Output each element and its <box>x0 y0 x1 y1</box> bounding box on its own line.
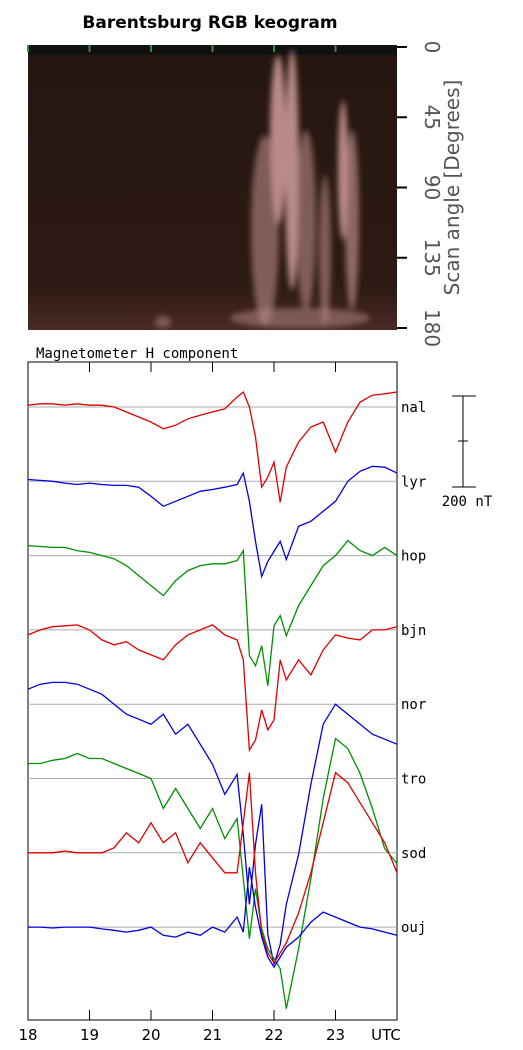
x-tick-label: 20 <box>141 1026 160 1044</box>
series-label: sod <box>401 846 426 862</box>
keogram-title: Barentsburg RGB keogram <box>82 13 337 33</box>
series-line <box>27 624 398 753</box>
x-axis-label: UTC <box>371 1026 401 1044</box>
series-line <box>27 539 398 686</box>
y-tick-label: 180 <box>420 309 444 347</box>
series-label: nor <box>401 697 426 713</box>
series-line <box>28 771 398 965</box>
series-line <box>28 866 398 969</box>
series-label: bjn <box>401 623 426 639</box>
series-label: hop <box>401 549 426 565</box>
scale-bar <box>452 395 476 488</box>
series-line <box>28 737 398 1009</box>
plot-frame <box>27 361 398 1021</box>
series-line <box>27 390 398 503</box>
x-tick-label: 22 <box>264 1026 283 1044</box>
y-tick-label: 90 <box>420 175 444 200</box>
series-label: ouj <box>401 920 426 936</box>
series-line <box>27 681 398 965</box>
series-label: tro <box>401 772 426 788</box>
x-tick-label: 23 <box>326 1026 345 1044</box>
keogram-image <box>28 45 397 330</box>
y-axis-label: Scan angle [Degrees] <box>440 80 464 296</box>
y-tick-label: 0 <box>420 41 444 54</box>
series-line <box>27 465 398 579</box>
series-label: nal <box>401 400 426 416</box>
magnetometer-title: Magnetometer H component <box>36 346 238 362</box>
y-tick-label: 45 <box>420 105 444 130</box>
x-tick-label: 18 <box>18 1026 37 1044</box>
x-tick-label: 19 <box>80 1026 99 1044</box>
x-tick-label: 21 <box>203 1026 222 1044</box>
series-label: lyr <box>401 474 426 490</box>
y-tick-label: 135 <box>420 239 444 277</box>
scale-bar-label: 200 nT <box>442 494 493 510</box>
